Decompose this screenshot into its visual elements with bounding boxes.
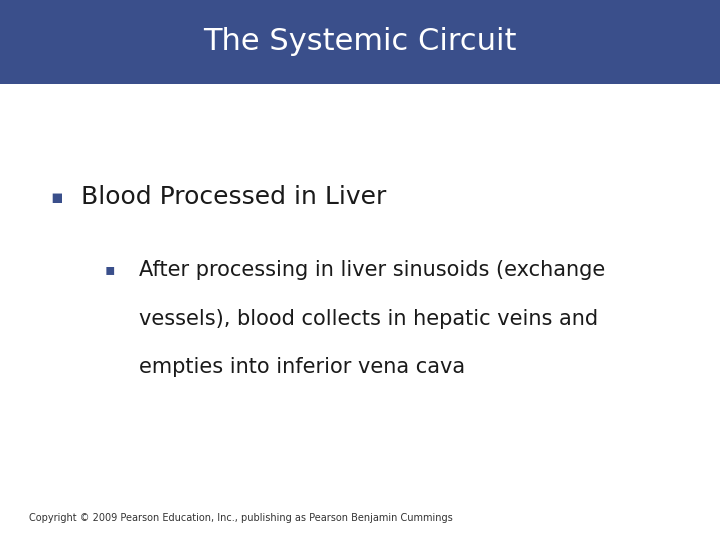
Text: The Systemic Circuit: The Systemic Circuit <box>203 28 517 56</box>
Bar <box>0 0 720 84</box>
Text: vessels), blood collects in hepatic veins and: vessels), blood collects in hepatic vein… <box>139 308 598 329</box>
Text: Copyright © 2009 Pearson Education, Inc., publishing as Pearson Benjamin Cumming: Copyright © 2009 Pearson Education, Inc.… <box>29 514 453 523</box>
Text: ▪: ▪ <box>50 187 63 207</box>
Text: Blood Processed in Liver: Blood Processed in Liver <box>81 185 386 209</box>
Text: empties into inferior vena cava: empties into inferior vena cava <box>139 357 465 377</box>
Text: After processing in liver sinusoids (exchange: After processing in liver sinusoids (exc… <box>139 260 606 280</box>
Text: ▪: ▪ <box>104 262 115 278</box>
